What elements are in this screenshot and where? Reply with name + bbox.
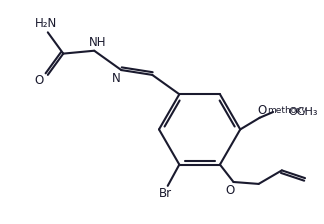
Text: O: O <box>34 74 44 87</box>
Text: H₂N: H₂N <box>35 17 57 30</box>
Text: NH: NH <box>88 36 106 49</box>
Text: methoxy: methoxy <box>267 106 307 114</box>
Text: O: O <box>225 184 234 197</box>
Text: Br: Br <box>159 187 172 200</box>
Text: OCH₃: OCH₃ <box>289 107 318 117</box>
Text: N: N <box>112 72 121 85</box>
Text: O: O <box>258 103 267 116</box>
